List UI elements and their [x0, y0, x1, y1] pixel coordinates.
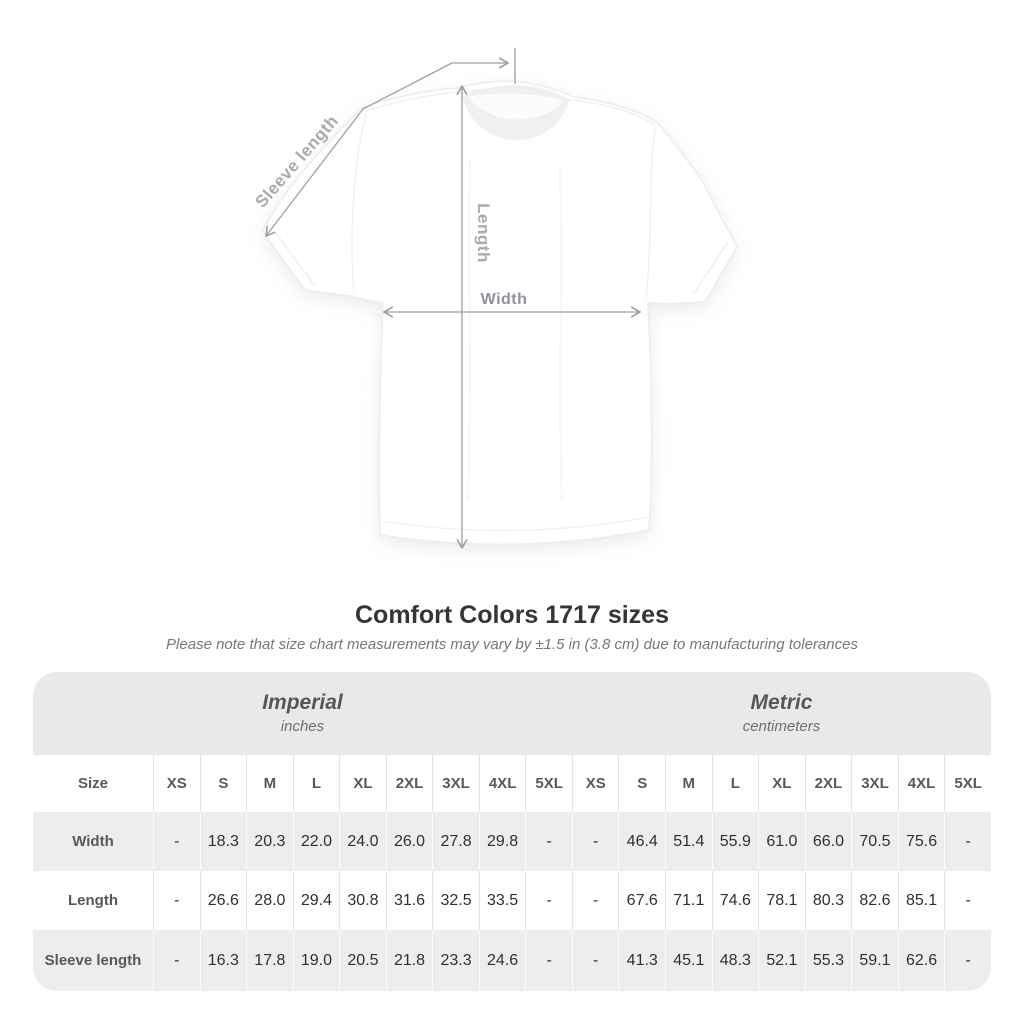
- row-label: Width: [33, 812, 153, 871]
- cell-value: 27.8: [432, 812, 479, 871]
- size-header-metric-4xl: 4XL: [897, 755, 945, 812]
- cell-value: 20.5: [339, 930, 386, 991]
- cell-value: 45.1: [665, 930, 712, 991]
- cell-value: 31.6: [385, 871, 433, 930]
- size-header-imperial-s: S: [199, 755, 247, 812]
- sleeve-length-arrow: [265, 62, 453, 237]
- tshirt-measurement-diagram: Sleeve length Length Width: [252, 48, 738, 549]
- size-header-metric-s: S: [618, 755, 666, 812]
- size-header-metric-xs: XS: [571, 755, 619, 812]
- cell-value: 29.8: [478, 812, 526, 871]
- imperial-group-unit: inches: [280, 718, 325, 735]
- imperial-group-header: Imperial inches: [33, 672, 572, 755]
- cell-value: -: [944, 930, 991, 991]
- row-label: Sleeve length: [33, 930, 153, 991]
- size-header-metric-5xl: 5XL: [944, 755, 991, 812]
- cell-value: 82.6: [851, 871, 898, 930]
- cell-value: 78.1: [758, 871, 805, 930]
- metric-group-title: Metric: [750, 691, 813, 714]
- page-title: Comfort Colors 1717 sizes: [355, 601, 669, 629]
- size-header-imperial-xs: XS: [153, 755, 200, 812]
- cell-value: 66.0: [804, 812, 852, 871]
- cell-value: 32.5: [432, 871, 479, 930]
- size-header-imperial-3xl: 3XL: [432, 755, 479, 812]
- cell-value: -: [571, 812, 619, 871]
- size-header-metric-xl: XL: [758, 755, 805, 812]
- unit-group-row: Imperial inches Metric centimeters: [33, 672, 991, 755]
- table-row-width: Width - 18.3 20.3 22.0 24.0 26.0 27.8 29…: [33, 812, 991, 871]
- size-header-imperial-4xl: 4XL: [478, 755, 526, 812]
- cell-value: 75.6: [897, 812, 945, 871]
- size-header-imperial-xl: XL: [339, 755, 386, 812]
- cell-value: 16.3: [199, 930, 247, 991]
- cell-value: 29.4: [292, 871, 340, 930]
- size-header-imperial-m: M: [246, 755, 293, 812]
- cell-value: -: [571, 871, 619, 930]
- width-label: Width: [481, 291, 528, 308]
- cell-value: -: [525, 930, 572, 991]
- cell-value: 51.4: [665, 812, 712, 871]
- size-header-imperial-2xl: 2XL: [385, 755, 433, 812]
- cell-value: 71.1: [665, 871, 712, 930]
- cell-value: -: [153, 871, 200, 930]
- cell-value: 26.6: [199, 871, 247, 930]
- cell-value: -: [571, 930, 619, 991]
- cell-value: 19.0: [292, 930, 340, 991]
- length-label: Length: [474, 203, 493, 263]
- size-column-header: Size: [33, 755, 153, 812]
- size-chart-table: Imperial inches Metric centimeters Size …: [33, 672, 991, 991]
- size-header-metric-m: M: [665, 755, 712, 812]
- cell-value: 59.1: [851, 930, 898, 991]
- cell-value: -: [944, 812, 991, 871]
- size-header-imperial-l: L: [292, 755, 340, 812]
- cell-value: 48.3: [711, 930, 759, 991]
- cell-value: -: [153, 812, 200, 871]
- cell-value: -: [944, 871, 991, 930]
- cell-value: 21.8: [385, 930, 433, 991]
- imperial-group-title: Imperial: [262, 691, 343, 714]
- tolerance-note: Please note that size chart measurements…: [166, 636, 858, 653]
- cell-value: -: [525, 871, 572, 930]
- cell-value: 20.3: [246, 812, 293, 871]
- cell-value: 55.3: [804, 930, 852, 991]
- cell-value: 26.0: [385, 812, 433, 871]
- cell-value: 41.3: [618, 930, 666, 991]
- size-header-metric-3xl: 3XL: [851, 755, 898, 812]
- cell-value: 30.8: [339, 871, 386, 930]
- cell-value: 33.5: [478, 871, 526, 930]
- cell-value: 55.9: [711, 812, 759, 871]
- cell-value: 61.0: [758, 812, 805, 871]
- cell-value: 23.3: [432, 930, 479, 991]
- size-header-metric-l: L: [711, 755, 759, 812]
- cell-value: 67.6: [618, 871, 666, 930]
- size-header-imperial-5xl: 5XL: [525, 755, 572, 812]
- cell-value: -: [153, 930, 200, 991]
- metric-group-unit: centimeters: [742, 718, 821, 735]
- size-header-metric-2xl: 2XL: [804, 755, 852, 812]
- cell-value: 28.0: [246, 871, 293, 930]
- cell-value: 52.1: [758, 930, 805, 991]
- size-header-row: Size XS S M L XL 2XL 3XL 4XL 5XL XS S M …: [33, 755, 991, 812]
- row-label: Length: [33, 871, 153, 930]
- cell-value: 70.5: [851, 812, 898, 871]
- cell-value: 22.0: [292, 812, 340, 871]
- table-row-sleeve-length: Sleeve length - 16.3 17.8 19.0 20.5 21.8…: [33, 930, 991, 991]
- tshirt-image: [262, 80, 738, 546]
- cell-value: 17.8: [246, 930, 293, 991]
- table-row-length: Length - 26.6 28.0 29.4 30.8 31.6 32.5 3…: [33, 871, 991, 930]
- cell-value: 24.0: [339, 812, 386, 871]
- cell-value: -: [525, 812, 572, 871]
- cell-value: 85.1: [897, 871, 945, 930]
- cell-value: 18.3: [199, 812, 247, 871]
- cell-value: 80.3: [804, 871, 852, 930]
- cell-value: 46.4: [618, 812, 666, 871]
- cell-value: 62.6: [897, 930, 945, 991]
- cell-value: 74.6: [711, 871, 759, 930]
- metric-group-header: Metric centimeters: [571, 672, 991, 755]
- cell-value: 24.6: [478, 930, 526, 991]
